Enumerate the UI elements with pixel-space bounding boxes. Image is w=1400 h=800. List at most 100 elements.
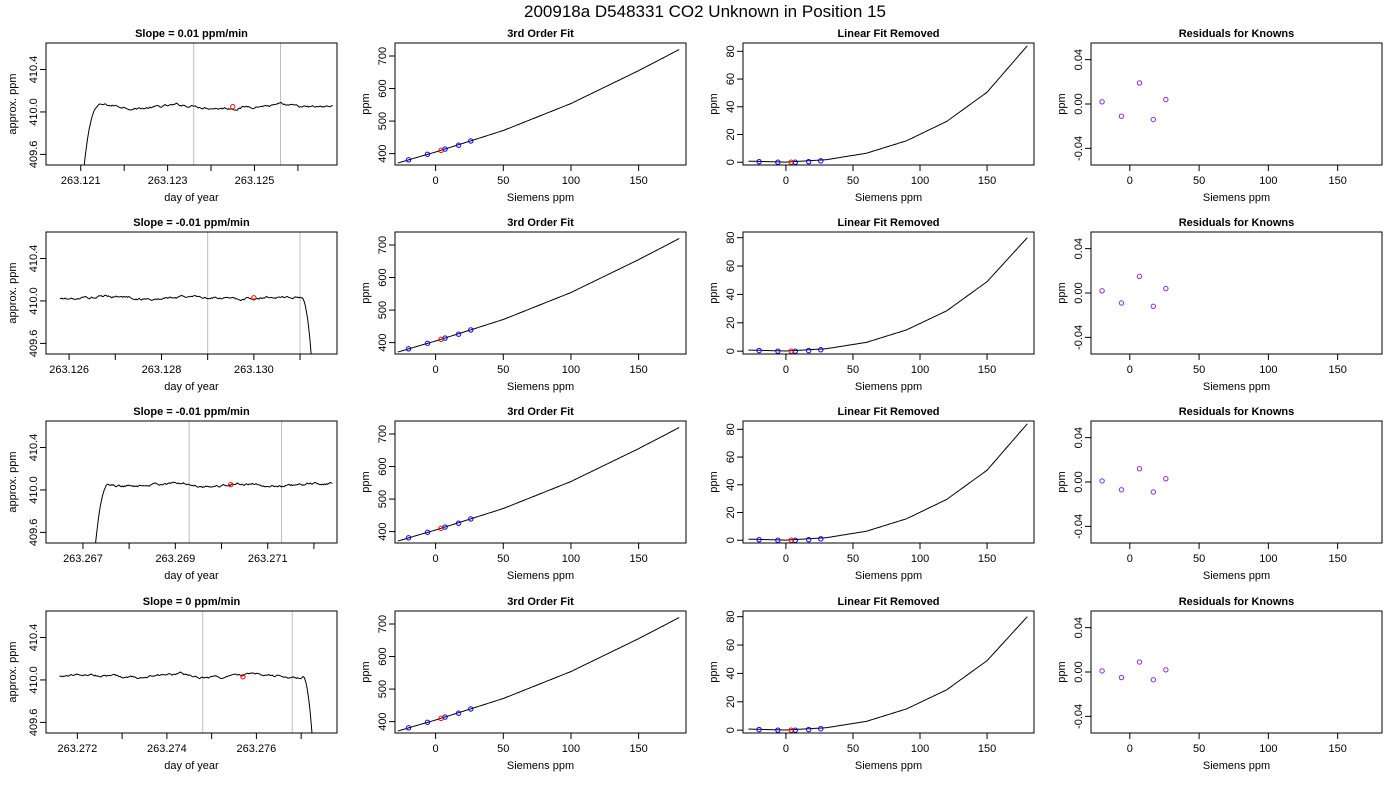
y-tick-label: 0.00 bbox=[1073, 93, 1085, 114]
x-tick-label: 263.274 bbox=[147, 743, 187, 755]
fit-curve-line bbox=[397, 49, 680, 164]
known-point bbox=[455, 331, 462, 337]
y-tick-label: 40 bbox=[725, 101, 737, 113]
x-axis-label: Siemens ppm bbox=[855, 192, 922, 204]
y-tick-label: 500 bbox=[377, 490, 389, 508]
plot-frame bbox=[1090, 420, 1383, 544]
known-point bbox=[468, 138, 474, 144]
y-tick-label: 500 bbox=[377, 680, 389, 698]
known-point bbox=[424, 719, 431, 725]
x-tick-label: 150 bbox=[1328, 175, 1346, 187]
unknown-point bbox=[438, 715, 444, 722]
panel-r3-linear-removed: Linear Fit Removed 0 50 100 150 0 20 40 60 80 Siem… bbox=[708, 406, 1035, 582]
panel-r1-timeseries: Slope = 0.01 ppm/min 263.121 263.123 263.12… bbox=[7, 28, 338, 204]
y-axis-label: approx. ppm bbox=[7, 641, 19, 702]
x-tick-label: 0 bbox=[783, 553, 789, 565]
unknown-point bbox=[788, 727, 794, 733]
known-point bbox=[756, 726, 762, 733]
known-point bbox=[756, 158, 762, 165]
x-axis-label: Siemens ppm bbox=[507, 381, 574, 393]
x-tick-label: 100 bbox=[911, 175, 929, 187]
y-axis-label: ppm bbox=[708, 471, 720, 492]
known-point bbox=[468, 327, 474, 333]
panel-r4-timeseries: Slope = 0 ppm/min 263.272 263.274 263.276 40… bbox=[7, 596, 338, 772]
unknown-point bbox=[230, 103, 236, 110]
known-point bbox=[1099, 288, 1105, 294]
y-axis-label: ppm bbox=[1056, 661, 1068, 682]
plot-frame bbox=[394, 610, 687, 734]
known-point bbox=[1136, 80, 1143, 86]
panel-r1-residuals: Residuals for Knowns 0 50 100 150 -0.04 0.00 0.… bbox=[1056, 28, 1383, 204]
panel-r2-timeseries: Slope = -0.01 ppm/min 263.126 263.128 263.1… bbox=[7, 217, 338, 393]
x-tick-label: 50 bbox=[847, 364, 859, 376]
y-axis-label: approx. ppm bbox=[7, 73, 19, 134]
ppm-trace-line bbox=[59, 671, 313, 733]
plot-frame bbox=[1090, 610, 1383, 734]
y-tick-label: 409.6 bbox=[28, 141, 40, 169]
known-point bbox=[775, 537, 781, 543]
x-axis-label: Siemens ppm bbox=[507, 570, 574, 582]
unknown-point bbox=[240, 674, 246, 680]
fit-curve-line bbox=[748, 616, 1028, 731]
y-tick-label: 0.00 bbox=[1073, 471, 1085, 492]
known-point bbox=[775, 159, 781, 165]
known-point bbox=[806, 347, 812, 354]
x-tick-label: 0 bbox=[1127, 364, 1133, 376]
x-tick-label: 150 bbox=[629, 364, 647, 376]
unknown-point bbox=[438, 525, 444, 532]
x-tick-label: 150 bbox=[629, 553, 647, 565]
known-point bbox=[468, 706, 474, 712]
known-point bbox=[424, 340, 431, 346]
y-tick-label: 20 bbox=[725, 506, 737, 518]
y-tick-label: 700 bbox=[377, 47, 389, 65]
known-point bbox=[818, 536, 824, 542]
panel-r4-linear-removed: Linear Fit Removed 0 50 100 150 0 20 40 60 80 Siem… bbox=[708, 596, 1035, 772]
x-tick-label: 263.128 bbox=[142, 364, 182, 376]
x-tick-label: 263.126 bbox=[49, 364, 89, 376]
y-axis-label: ppm bbox=[1056, 471, 1068, 492]
x-tick-label: 0 bbox=[1127, 175, 1133, 187]
plot-frame bbox=[45, 231, 338, 355]
x-tick-label: 50 bbox=[847, 175, 859, 187]
y-tick-label: 600 bbox=[377, 79, 389, 97]
y-tick-label: 400 bbox=[377, 712, 389, 730]
known-point bbox=[405, 157, 412, 163]
y-tick-label: 410.0 bbox=[28, 287, 40, 315]
panel-title: 3rd Order Fit bbox=[507, 28, 574, 40]
x-tick-label: 150 bbox=[629, 743, 647, 755]
known-point bbox=[775, 727, 781, 733]
panel-title: Slope = 0.01 ppm/min bbox=[135, 28, 248, 40]
unknown-point bbox=[788, 348, 794, 354]
x-tick-label: 50 bbox=[1193, 175, 1205, 187]
x-tick-label: 100 bbox=[1259, 364, 1277, 376]
panel-r3-cubic-fit: 3rd Order Fit 0 50 100 150 400 500 600 700 Siemen… bbox=[360, 406, 687, 582]
x-axis-label: Siemens ppm bbox=[1203, 760, 1270, 772]
known-point bbox=[455, 142, 462, 148]
x-tick-label: 100 bbox=[1259, 743, 1277, 755]
x-tick-label: 50 bbox=[497, 743, 509, 755]
panel-title: Residuals for Knowns bbox=[1179, 596, 1295, 608]
known-point bbox=[1163, 667, 1169, 673]
fit-curve-line bbox=[397, 617, 680, 732]
panel-r2-linear-removed: Linear Fit Removed 0 50 100 150 0 20 40 60 80 Siem… bbox=[708, 217, 1035, 393]
y-tick-label: 0.04 bbox=[1073, 238, 1085, 259]
x-tick-label: 50 bbox=[497, 364, 509, 376]
x-axis-label: Siemens ppm bbox=[855, 570, 922, 582]
x-axis-label: Siemens ppm bbox=[855, 381, 922, 393]
x-axis-label: Siemens ppm bbox=[1203, 381, 1270, 393]
y-tick-label: 20 bbox=[725, 696, 737, 708]
x-tick-label: 263.271 bbox=[248, 553, 288, 565]
known-point bbox=[775, 348, 781, 354]
x-tick-label: 150 bbox=[978, 364, 996, 376]
known-point bbox=[405, 535, 412, 541]
known-point bbox=[455, 710, 462, 716]
unknown-point bbox=[788, 159, 794, 165]
known-point bbox=[455, 520, 462, 526]
x-tick-label: 100 bbox=[562, 743, 580, 755]
x-tick-label: 263.125 bbox=[235, 175, 275, 187]
x-tick-label: 0 bbox=[433, 553, 439, 565]
x-tick-label: 263.269 bbox=[155, 553, 195, 565]
y-tick-label: 80 bbox=[725, 611, 737, 623]
known-point bbox=[818, 158, 824, 164]
